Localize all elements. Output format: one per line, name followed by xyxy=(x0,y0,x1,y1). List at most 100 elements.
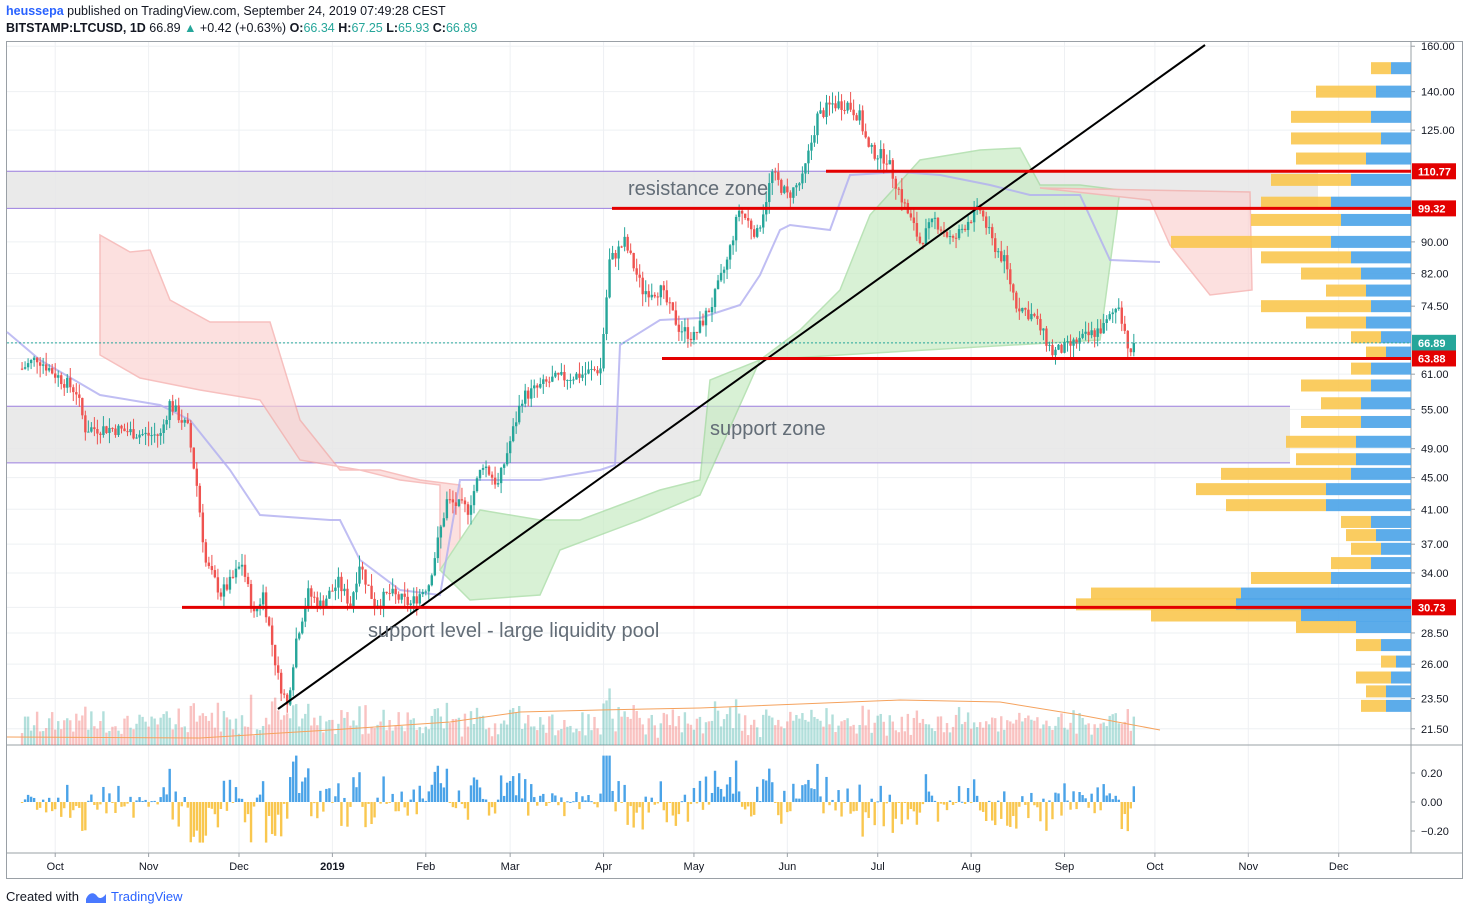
oscillator-bar xyxy=(906,802,910,820)
chart-frame[interactable] xyxy=(6,41,1463,879)
volume-bar xyxy=(487,727,491,745)
oscillator-bar xyxy=(849,802,852,814)
candle-body xyxy=(728,245,732,260)
candle-body xyxy=(243,564,247,577)
oscillator-bar xyxy=(201,802,205,843)
tradingview-link[interactable]: TradingView xyxy=(110,889,183,904)
candle-body xyxy=(819,110,822,114)
candle-body xyxy=(927,222,931,229)
candle-body xyxy=(1132,343,1136,353)
candle-body xyxy=(1048,344,1051,346)
price-tick-label: 140.00 xyxy=(1421,87,1455,99)
candle-body xyxy=(364,569,367,585)
volume-bar xyxy=(96,728,99,745)
volume-profile-down-bar xyxy=(1151,609,1301,622)
oscillator-bar xyxy=(505,782,509,802)
volume-bar xyxy=(84,706,87,745)
candle-body xyxy=(180,420,183,423)
volume-profile-up-bar xyxy=(1356,621,1411,634)
volume-bar xyxy=(310,725,313,745)
candle-body xyxy=(981,210,985,217)
oscillator-bar xyxy=(222,780,226,802)
oscillator-bar xyxy=(710,792,714,802)
volume-bar xyxy=(307,703,310,745)
volume-bar xyxy=(804,719,807,745)
candle-body xyxy=(409,603,412,605)
candle-body xyxy=(587,369,590,374)
oscillator-bar xyxy=(325,788,328,802)
candle-body xyxy=(662,285,666,291)
oscillator-bar xyxy=(704,776,708,802)
oscillator-bar xyxy=(855,802,858,811)
volume-profile-down-bar xyxy=(1351,362,1371,375)
volume-bar xyxy=(285,713,289,745)
oscillator-bar xyxy=(674,802,678,826)
candle-body xyxy=(295,638,298,668)
oscillator-bar xyxy=(689,802,693,805)
candle-body xyxy=(66,377,69,388)
volume-bar xyxy=(1045,720,1048,745)
candle-body xyxy=(138,434,141,438)
volume-profile-down-bar xyxy=(1296,152,1366,165)
volume-profile-up-bar xyxy=(1371,379,1411,392)
volume-bar xyxy=(1081,717,1084,745)
volume-bar xyxy=(385,730,388,745)
candle-body xyxy=(707,310,711,313)
oscillator-bar xyxy=(707,802,711,805)
oscillator-bar xyxy=(1105,795,1108,802)
oscillator-bar xyxy=(328,788,331,802)
candle-body xyxy=(909,213,913,218)
volume-bar xyxy=(605,700,608,745)
candle-body xyxy=(186,419,189,424)
candle-body xyxy=(349,603,352,607)
volume-bar xyxy=(900,716,904,745)
volume-bar xyxy=(951,726,955,745)
oscillator-bar xyxy=(102,786,105,802)
oscillator-bar xyxy=(918,802,922,813)
oscillator-bar xyxy=(1054,792,1057,802)
candle-body xyxy=(484,466,488,469)
oscillator-bar xyxy=(445,768,449,802)
volume-bar xyxy=(816,718,819,745)
ascending-trendline xyxy=(277,44,1206,710)
volume-bar xyxy=(328,719,331,745)
oscillator-bar xyxy=(153,800,156,802)
oscillator-bar xyxy=(213,802,217,815)
oscillator-bar xyxy=(448,802,452,803)
oscillator-bar xyxy=(792,783,795,802)
oscillator-bar xyxy=(698,780,702,802)
oscillator-bar xyxy=(994,802,997,826)
candle-body xyxy=(1123,323,1126,331)
candle-body xyxy=(340,576,343,592)
price-tick-label: 74.50 xyxy=(1421,301,1449,313)
volume-bar xyxy=(918,722,922,745)
candle-body xyxy=(912,217,916,224)
volume-profile-down-bar xyxy=(1366,685,1386,698)
oscillator-bar xyxy=(1036,802,1039,808)
candle-body xyxy=(20,368,24,370)
candle-body xyxy=(746,218,750,221)
author-link[interactable]: heussepa xyxy=(6,4,64,18)
oscillator-bar xyxy=(44,802,48,813)
candle-body xyxy=(918,236,922,243)
oscillator-bar xyxy=(454,802,458,809)
candle-body xyxy=(551,376,554,382)
time-tick-label: Sep xyxy=(1055,861,1075,873)
oscillator-bar xyxy=(487,802,491,816)
volume-bar xyxy=(391,730,394,745)
candle-body xyxy=(301,621,304,634)
oscillator-bar xyxy=(629,802,632,807)
oscillator-bar xyxy=(810,788,813,802)
volume-bar xyxy=(994,718,997,745)
candle-body xyxy=(47,368,51,371)
oscillator-bar xyxy=(165,794,168,802)
oscillator-bar xyxy=(141,800,144,802)
volume-bar xyxy=(1042,724,1045,745)
volume-bar xyxy=(617,707,620,745)
volume-bar xyxy=(545,732,548,745)
candle-body xyxy=(1021,307,1024,312)
oscillator-bar xyxy=(249,802,253,843)
oscillator-bar xyxy=(804,784,807,802)
oscillator-bar xyxy=(451,802,455,808)
